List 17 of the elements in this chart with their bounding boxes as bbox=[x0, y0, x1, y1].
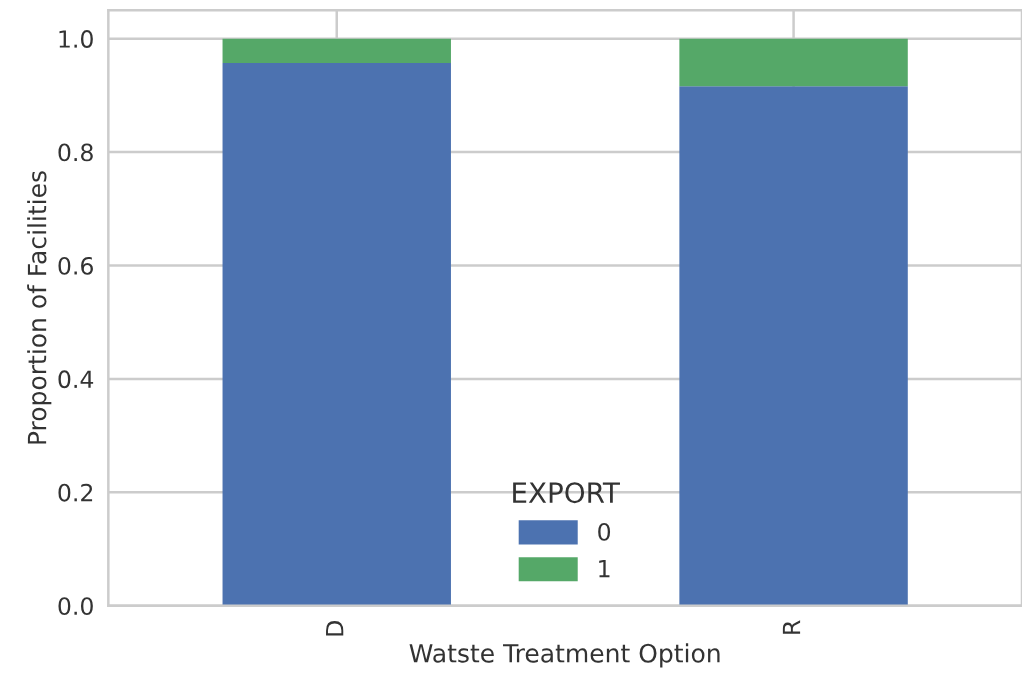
y-tick-label: 1.0 bbox=[59, 30, 93, 48]
y-tick-label: 0.0 bbox=[58, 597, 93, 616]
legend-label: 0 bbox=[598, 522, 611, 541]
y-tick-label: 0.2 bbox=[58, 483, 93, 502]
x-axis-title: Watste Treatment Option bbox=[409, 643, 720, 668]
bar bbox=[222, 38, 451, 64]
x-tick-label: R bbox=[782, 620, 801, 634]
y-axis-title: Proportion of Facilities bbox=[27, 171, 52, 444]
y-tick-label: 0.4 bbox=[58, 370, 94, 389]
bar bbox=[222, 63, 451, 606]
legend-title: EXPORT bbox=[513, 482, 620, 504]
x-tick-label: D bbox=[326, 621, 344, 636]
y-tick-label: 0.8 bbox=[58, 143, 93, 162]
legend-label: 1 bbox=[599, 560, 610, 578]
bar bbox=[679, 38, 908, 87]
y-tick-label: 0.6 bbox=[58, 256, 93, 275]
bar bbox=[679, 86, 908, 606]
